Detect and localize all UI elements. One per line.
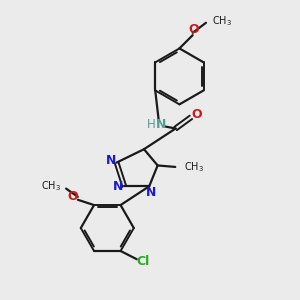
Text: H: H bbox=[146, 118, 155, 131]
Text: O: O bbox=[191, 109, 202, 122]
Text: N: N bbox=[112, 180, 123, 194]
Text: N: N bbox=[156, 118, 166, 131]
Text: O: O bbox=[67, 190, 78, 203]
Text: O: O bbox=[189, 23, 200, 36]
Text: CH$_3$: CH$_3$ bbox=[212, 14, 232, 28]
Text: CH$_3$: CH$_3$ bbox=[184, 160, 203, 174]
Text: N: N bbox=[106, 154, 116, 167]
Text: N: N bbox=[146, 186, 156, 199]
Text: Cl: Cl bbox=[136, 255, 150, 268]
Text: CH$_3$: CH$_3$ bbox=[41, 179, 61, 193]
